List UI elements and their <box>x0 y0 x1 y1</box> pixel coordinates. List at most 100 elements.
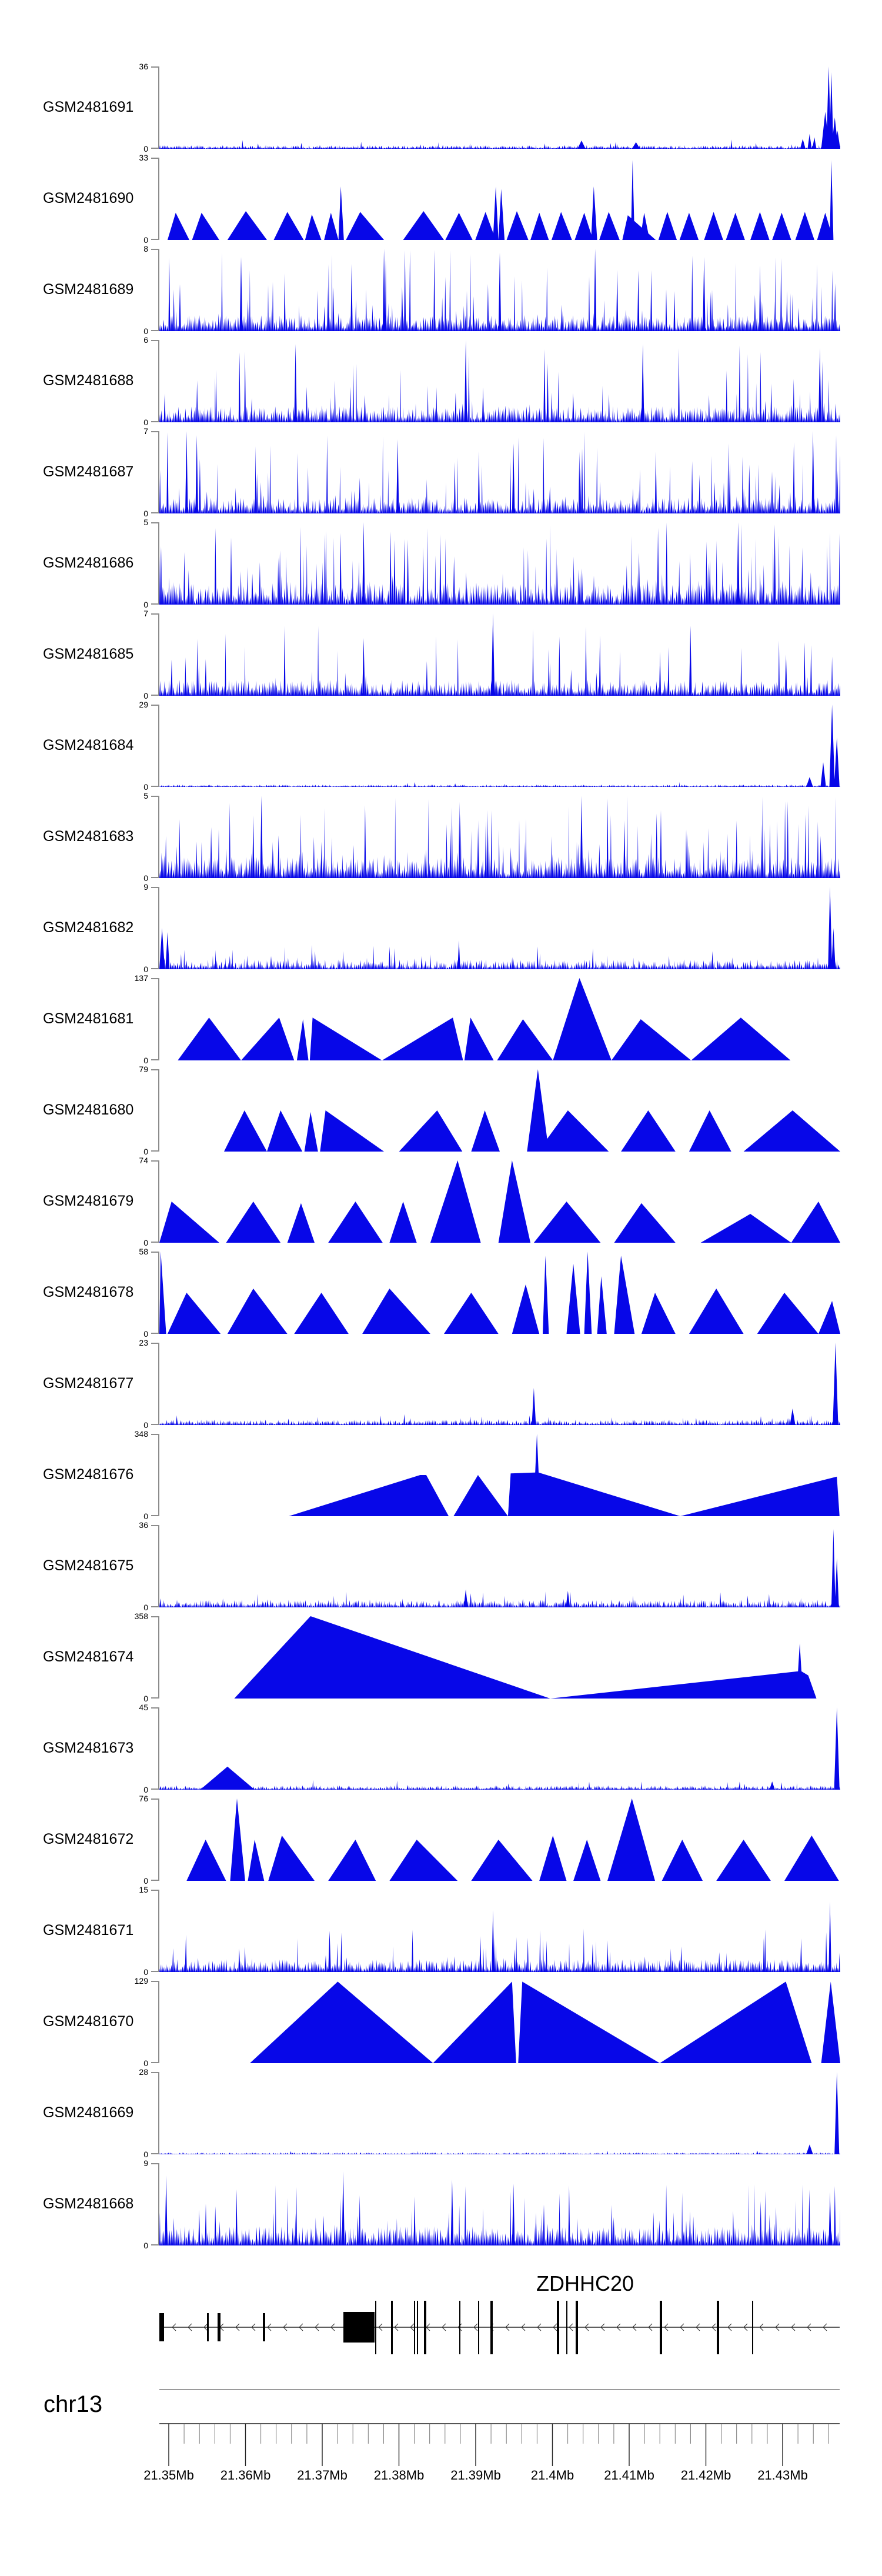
gene-tall-exon <box>478 2301 479 2354</box>
track-signal-plot <box>234 1616 817 1699</box>
axis-bottom-tick <box>151 1880 159 1881</box>
axis-top-tick <box>151 613 159 615</box>
axis-top-tick <box>151 1160 159 1162</box>
strand-arrow-left-icon <box>394 2323 399 2331</box>
track-ymax-value: 7 <box>143 426 148 436</box>
track-ymax-value: 129 <box>134 1976 148 1986</box>
axis-top-tick <box>151 887 159 888</box>
strand-arrow-left-icon <box>791 2323 796 2331</box>
gene-tall-exon <box>490 2301 493 2354</box>
axis-top-tick <box>151 158 159 159</box>
track-ymin-value: 0 <box>143 691 148 700</box>
axis-top-tick <box>151 66 159 68</box>
track-y-axis <box>158 66 159 149</box>
axis-bottom-tick <box>151 1242 159 1243</box>
strand-arrow-left-icon <box>235 2323 240 2331</box>
strand-arrow-left-icon <box>410 2323 415 2331</box>
track-ymax-value: 28 <box>139 2067 148 2077</box>
axis-bottom-tick <box>151 1150 159 1152</box>
strand-arrow-left-icon <box>632 2323 637 2331</box>
track-sample-label: GSM2481681 <box>43 1010 134 1027</box>
ruler-coordinate-label: 21.4Mb <box>530 2468 574 2482</box>
track-signal-plot <box>159 2072 840 2154</box>
track-signal-plot <box>178 978 791 1060</box>
track-sample-label: GSM2481671 <box>43 1922 134 1938</box>
track-ymax-value: 76 <box>139 1794 148 1803</box>
axis-bottom-tick <box>151 2062 159 2063</box>
track-y-axis <box>158 1160 159 1243</box>
gene-end-exon <box>159 2313 164 2341</box>
gene-tall-exon <box>424 2301 426 2354</box>
track-ymin-value: 0 <box>143 600 148 609</box>
gene-tall-exon <box>375 2301 376 2354</box>
gene-exon <box>263 2313 265 2341</box>
ruler-coordinate-label: 21.35Mb <box>143 2468 194 2482</box>
axis-top-tick <box>151 705 159 706</box>
axis-bottom-tick <box>151 603 159 605</box>
strand-arrow-left-icon <box>330 2323 335 2331</box>
strand-arrow-left-icon <box>584 2323 589 2331</box>
ruler-coordinate-label: 21.41Mb <box>604 2468 654 2482</box>
axis-top-tick <box>151 522 159 523</box>
track-y-axis <box>158 1890 159 1972</box>
track-sample-label: GSM2481678 <box>43 1284 134 1300</box>
track-signal-plot <box>159 522 840 605</box>
gene-model-track <box>159 2301 840 2354</box>
strand-arrow-left-icon <box>696 2323 700 2331</box>
track-sample-label: GSM2481668 <box>43 2195 134 2212</box>
track-sample-label: GSM2481682 <box>43 919 134 936</box>
track-signal-plot <box>289 1434 840 1516</box>
track-signal-plot <box>159 1707 840 1790</box>
gene-tall-exon <box>391 2301 393 2354</box>
track-ymin-value: 0 <box>143 418 148 427</box>
track-ymin-value: 0 <box>143 144 148 154</box>
axis-top-tick <box>151 1707 159 1709</box>
strand-arrow-left-icon <box>648 2323 653 2331</box>
gene-tall-exon <box>752 2301 753 2354</box>
gene-tall-exon <box>576 2301 578 2354</box>
track-y-axis <box>158 1434 159 1516</box>
track-y-axis <box>158 1525 159 1607</box>
track-signal-plot <box>159 1160 840 1243</box>
axis-bottom-tick <box>151 2244 159 2245</box>
track-y-axis <box>158 1343 159 1425</box>
track-sample-label: GSM2481670 <box>43 2013 134 2030</box>
track-ymax-value: 9 <box>143 882 148 892</box>
strand-arrow-left-icon <box>315 2323 319 2331</box>
track-sample-label: GSM2481691 <box>43 99 134 115</box>
track-sample-label: GSM2481679 <box>43 1193 134 1209</box>
track-sample-label: GSM2481675 <box>43 1557 134 1574</box>
track-y-axis <box>158 1252 159 1334</box>
track-ymin-value: 0 <box>143 1603 148 1612</box>
strand-arrow-left-icon <box>203 2323 208 2331</box>
gene-exon <box>218 2313 220 2341</box>
axis-top-tick <box>151 2163 159 2164</box>
track-y-axis <box>158 1981 159 2063</box>
gene-tall-exon <box>414 2301 415 2354</box>
track-ymin-value: 0 <box>143 1056 148 1065</box>
track-ymax-value: 358 <box>134 1611 148 1621</box>
strand-arrow-left-icon <box>521 2323 526 2331</box>
track-ymax-value: 74 <box>139 1156 148 1165</box>
track-ymax-value: 58 <box>139 1247 148 1256</box>
axis-top-tick <box>151 1981 159 1982</box>
axis-bottom-tick <box>151 786 159 787</box>
strand-arrow-left-icon <box>553 2323 557 2331</box>
track-y-axis <box>158 887 159 969</box>
axis-bottom-tick <box>151 1606 159 1607</box>
track-signal-plot <box>159 340 840 422</box>
axis-top-tick <box>151 1525 159 1526</box>
gene-tall-exon <box>566 2301 567 2354</box>
track-y-axis <box>158 1069 159 1152</box>
axis-top-tick <box>151 978 159 979</box>
track-ymin-value: 0 <box>143 1785 148 1794</box>
track-y-axis <box>158 340 159 422</box>
track-y-axis <box>158 796 159 878</box>
track-y-axis <box>158 613 159 696</box>
track-y-axis <box>158 1798 159 1881</box>
track-ymax-value: 23 <box>139 1338 148 1347</box>
ruler-coordinate-label: 21.38Mb <box>373 2468 425 2482</box>
track-signal-plot <box>159 1529 840 1607</box>
track-ymin-value: 0 <box>143 1967 148 1977</box>
